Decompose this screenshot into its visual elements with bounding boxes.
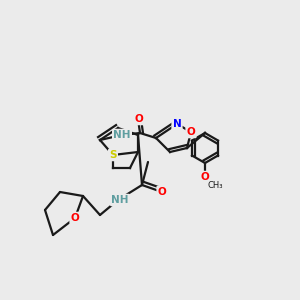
Text: O: O [187, 127, 195, 137]
Text: O: O [70, 213, 80, 223]
Text: S: S [109, 150, 117, 160]
Text: NH: NH [113, 130, 131, 140]
Text: O: O [201, 172, 209, 182]
Text: O: O [158, 187, 166, 197]
Text: NH: NH [111, 195, 129, 205]
Text: N: N [172, 119, 182, 129]
Text: O: O [135, 114, 143, 124]
Text: CH₃: CH₃ [207, 181, 223, 190]
